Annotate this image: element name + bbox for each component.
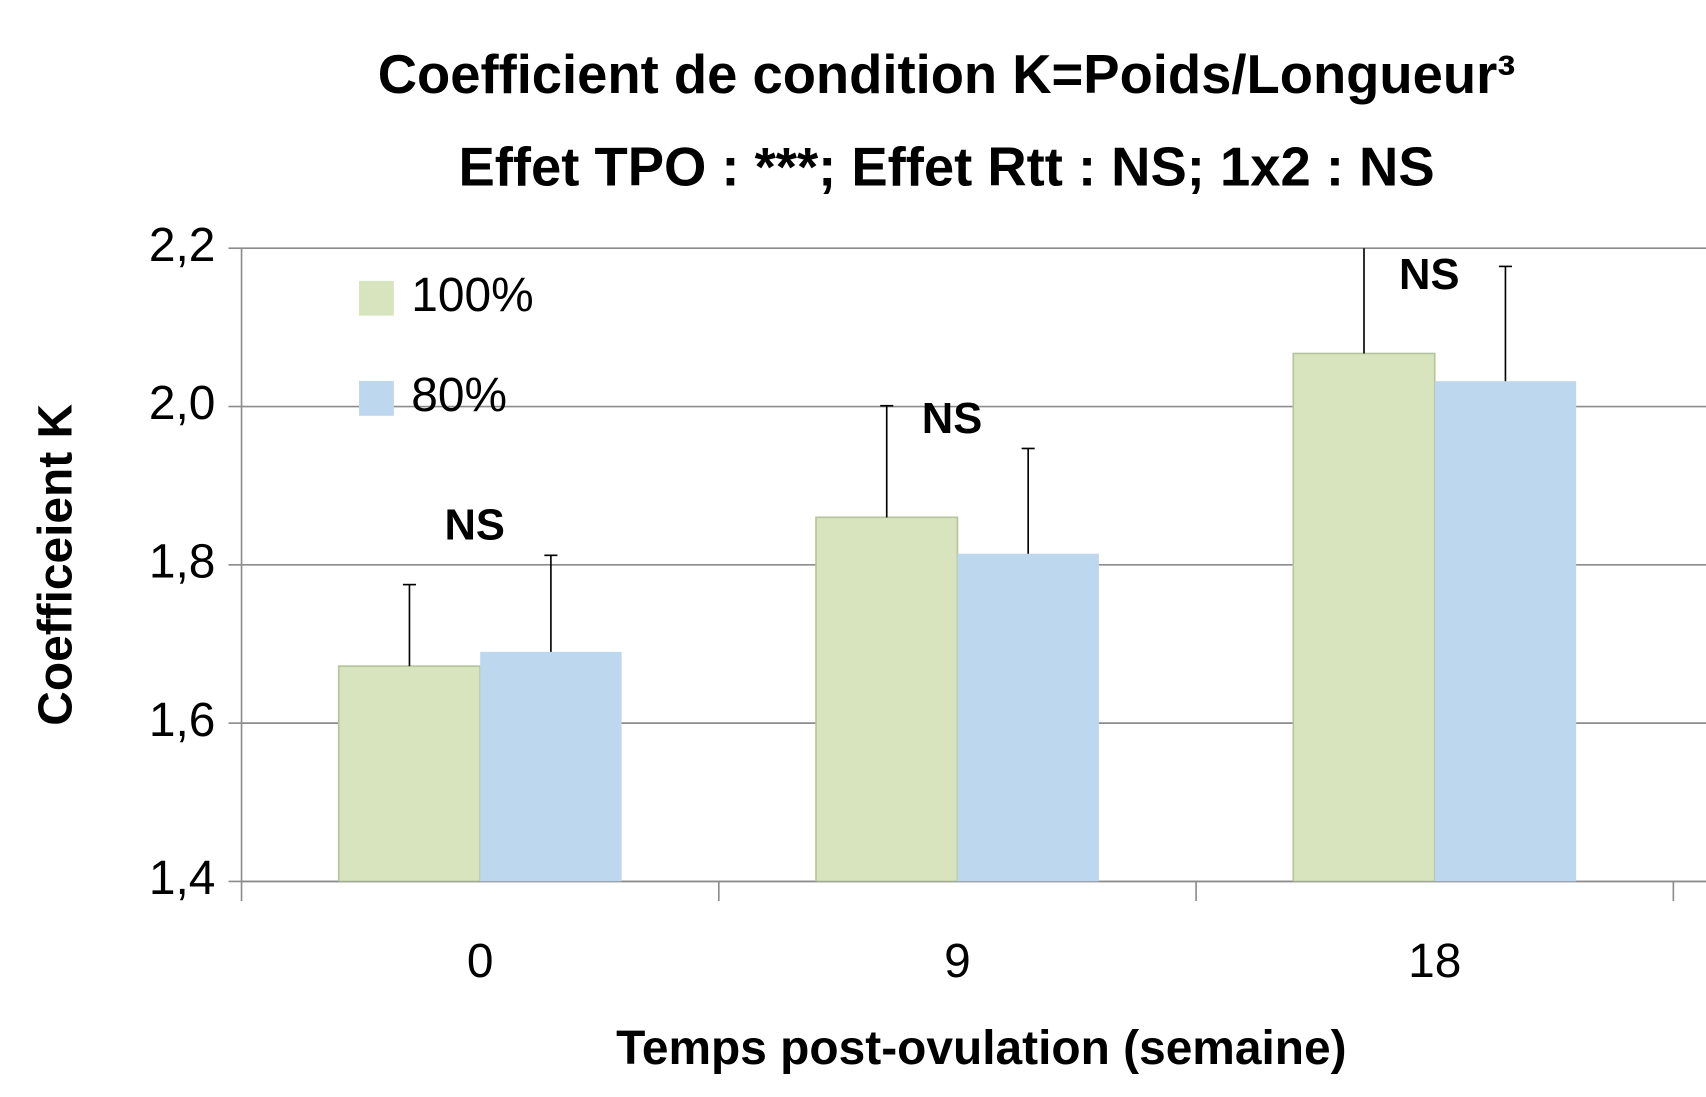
chart-subtitle: Effet TPO : ***; Effet Rtt : NS; 1x2 : N… <box>459 136 1435 197</box>
y-tick-label: 1,6 <box>149 694 216 747</box>
bar <box>815 516 959 882</box>
bar <box>957 553 1099 882</box>
legend-swatch <box>359 280 394 316</box>
y-tick-label: 1,4 <box>149 852 216 905</box>
legend-label: 80% <box>411 369 507 422</box>
legend-swatch <box>359 380 394 416</box>
y-tick-label: 2,2 <box>149 219 216 272</box>
y-tick-label: 2,0 <box>149 377 216 430</box>
annotation: NS <box>1399 251 1459 299</box>
x-tick-label: 18 <box>1408 935 1461 988</box>
x-tick-label: 0 <box>467 935 494 988</box>
plot-area <box>337 248 1577 882</box>
x-axis-title: Temps post-ovulation (semaine) <box>616 1022 1346 1075</box>
y-tick-label: 1,8 <box>149 535 216 588</box>
error-bar <box>880 404 894 518</box>
bar <box>1434 381 1577 882</box>
annotation: NS <box>445 502 505 550</box>
legend-label: 100% <box>411 269 533 322</box>
x-tick-label: 9 <box>944 935 971 988</box>
error-bar <box>1021 447 1035 554</box>
bar <box>337 665 481 882</box>
error-bar <box>544 554 558 652</box>
error-bar <box>1498 265 1512 382</box>
chart-title: Coefficient de condition K=Poids/Longueu… <box>378 44 1516 105</box>
y-axis-title: Coefficeient K <box>29 403 82 725</box>
annotation: NS <box>922 395 982 443</box>
bar <box>480 651 622 882</box>
error-bar <box>402 583 416 667</box>
error-bar <box>1363 248 1365 354</box>
bar <box>1292 352 1436 882</box>
